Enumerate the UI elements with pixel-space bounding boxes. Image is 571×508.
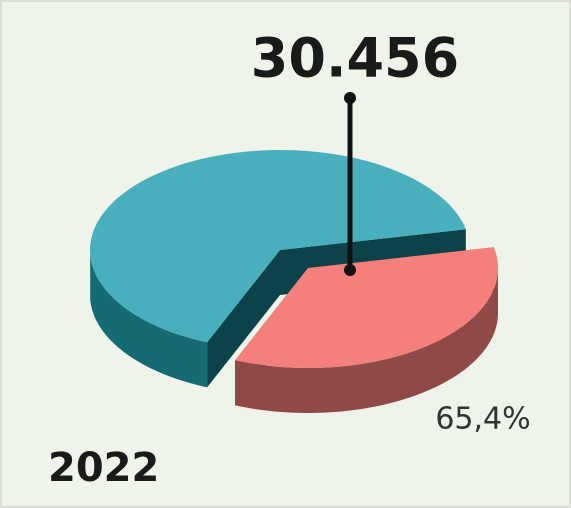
slice-cut: [207, 250, 280, 388]
slice: [90, 150, 466, 343]
pointer-dot: [344, 264, 356, 276]
slice-side: [90, 254, 208, 388]
slice: [235, 247, 499, 369]
annotation: 30.456: [251, 27, 459, 90]
chart-title: 2022: [48, 445, 159, 491]
pointer-dot: [344, 92, 356, 104]
pie: [90, 150, 499, 413]
value-label: 65,4%: [435, 402, 530, 437]
slice-side: [235, 268, 498, 413]
